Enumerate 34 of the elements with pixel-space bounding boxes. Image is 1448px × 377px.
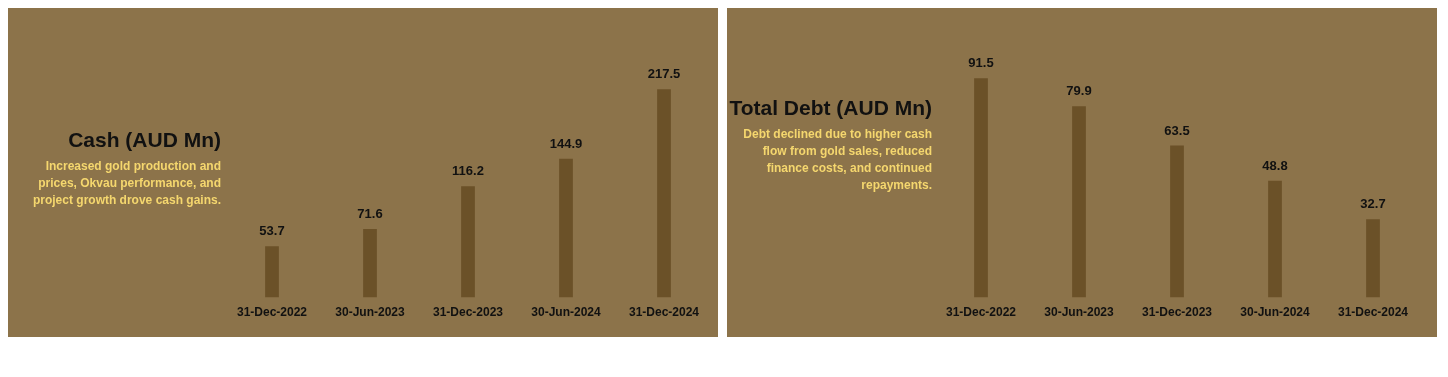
- data-label: 32.7: [1360, 196, 1386, 212]
- x-tick-label: 31-Dec-2024: [1337, 305, 1409, 320]
- data-label: 116.2: [452, 163, 484, 179]
- bar: [559, 158, 573, 298]
- bar: [1366, 219, 1380, 298]
- bar: [974, 78, 988, 298]
- x-tick-label: 30-Jun-2023: [335, 305, 406, 320]
- bar: [363, 228, 377, 298]
- x-tick-label: 31-Dec-2024: [628, 305, 700, 320]
- data-label: 63.5: [1164, 122, 1190, 138]
- x-tick-label: 31-Dec-2022: [945, 305, 1017, 320]
- data-label: 144.9: [549, 135, 583, 151]
- data-label: 217.5: [647, 66, 681, 82]
- text: Total Debt (AUD Mn): [728, 96, 932, 120]
- bar: [1170, 145, 1184, 298]
- data-label: 91.5: [968, 55, 994, 71]
- x-tick-label: 30-Jun-2024: [1240, 305, 1311, 320]
- data-label: 48.8: [1262, 157, 1288, 173]
- x-tick-label: 31-Dec-2023: [432, 305, 504, 320]
- bar: [265, 246, 279, 298]
- data-label: 53.7: [259, 223, 285, 239]
- bar: [461, 186, 475, 298]
- x-tick-label: 31-Dec-2022: [236, 305, 308, 320]
- text: Increased gold production and prices, Okvau performance, and project growth drove cash gains.: [31, 158, 221, 209]
- data-label: 71.6: [357, 206, 383, 222]
- text: Debt declined due to higher cash flow from gold sales, reduced finance costs, and continued repayments.: [742, 126, 932, 194]
- bar: [657, 89, 671, 298]
- x-tick-label: 30-Jun-2023: [1044, 305, 1115, 320]
- x-tick-label: 31-Dec-2023: [1141, 305, 1213, 320]
- data-label: 79.9: [1066, 83, 1092, 99]
- bar: [1072, 106, 1086, 298]
- text: Cash (AUD Mn): [67, 128, 221, 152]
- x-tick-label: 30-Jun-2024: [531, 305, 602, 320]
- bar: [1268, 180, 1282, 298]
